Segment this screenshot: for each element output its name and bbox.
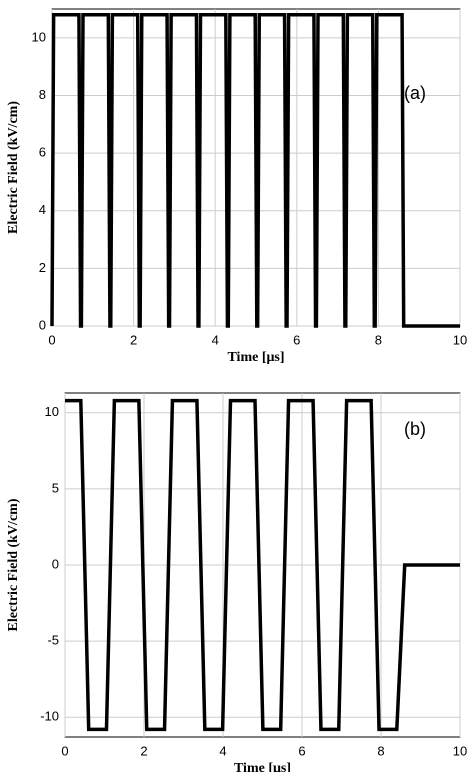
x-tick-label: 2 — [140, 743, 147, 758]
annotation: (a) — [404, 83, 426, 103]
y-tick-label: 0 — [52, 556, 59, 571]
x-axis-label: Time [μs] — [234, 761, 291, 772]
x-tick-label: 6 — [298, 743, 305, 758]
annotation: (b) — [404, 419, 426, 439]
y-tick-label: 6 — [39, 145, 46, 160]
y-tick-label: 2 — [39, 260, 46, 275]
y-tick-label: -5 — [47, 633, 59, 648]
x-tick-label: 0 — [48, 332, 55, 347]
y-tick-label: -10 — [40, 709, 59, 724]
y-tick-label: 10 — [45, 404, 59, 419]
x-tick-label: 10 — [453, 332, 467, 347]
y-tick-label: 4 — [39, 202, 46, 217]
x-tick-label: 4 — [219, 743, 226, 758]
x-tick-label: 10 — [453, 743, 467, 758]
x-axis-label: Time [μs] — [227, 350, 284, 365]
y-tick-label: 0 — [39, 317, 46, 332]
y-tick-label: 8 — [39, 87, 46, 102]
x-tick-label: 2 — [130, 332, 137, 347]
line-series — [50, 13, 460, 328]
y-tick-label: 10 — [32, 29, 46, 44]
y-axis-label: Electric Field (kV/cm) — [6, 498, 21, 631]
y-axis-label: Electric Field (kV/cm) — [6, 101, 21, 234]
y-tick-label: 5 — [52, 480, 59, 495]
x-tick-label: 6 — [293, 332, 300, 347]
line-series — [65, 398, 460, 732]
x-tick-label: 8 — [377, 743, 384, 758]
x-tick-label: 0 — [61, 743, 68, 758]
x-tick-label: 8 — [375, 332, 382, 347]
x-tick-label: 4 — [212, 332, 219, 347]
